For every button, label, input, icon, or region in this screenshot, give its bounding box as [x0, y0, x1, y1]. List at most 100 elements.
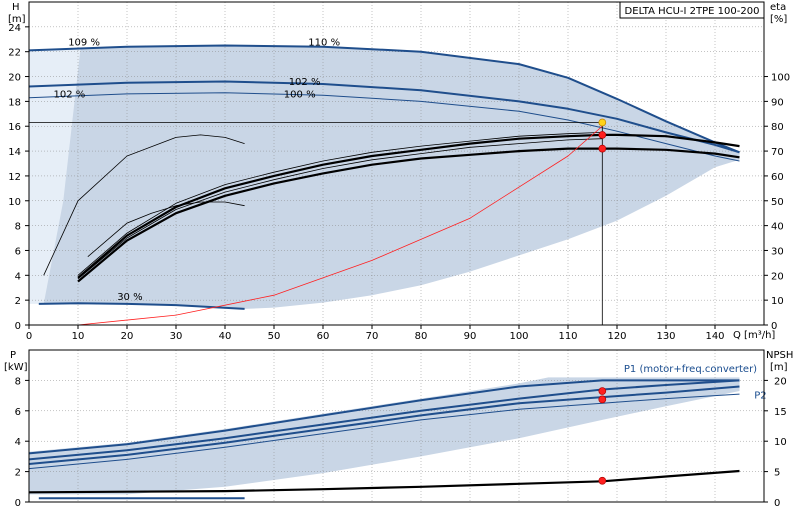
- series-line: [28, 379, 740, 455]
- curve-annotation: 102 %: [54, 90, 86, 101]
- x-tick-label: 100: [509, 331, 528, 342]
- operating-point-marker: [598, 144, 607, 153]
- y-left-unit-top: [m]: [8, 14, 26, 25]
- y-right-tick-label: 0: [771, 321, 777, 332]
- series-line: [28, 393, 740, 470]
- bottom-plot-frame: [28, 349, 765, 503]
- title-box: [619, 1, 765, 19]
- x-tick-label: 70: [366, 331, 379, 342]
- y-left-tick-label: 8: [15, 376, 21, 387]
- y-right-tick-label: 30: [771, 246, 784, 257]
- curve-annotation: 110 %: [308, 37, 340, 48]
- y-right-tick-label: 0: [774, 498, 780, 509]
- curve-annotation: 100 %: [284, 90, 316, 101]
- x-tick-label: 60: [317, 331, 330, 342]
- operating-area-top-light: [29, 49, 81, 304]
- x-tick-label: 110: [558, 331, 577, 342]
- operating-point-marker: [598, 395, 607, 404]
- curve-annotation: 30 %: [117, 292, 142, 303]
- series-line: [87, 201, 245, 258]
- series-line: [28, 92, 740, 162]
- series-line: [77, 133, 740, 279]
- x-tick-label: 20: [121, 331, 134, 342]
- operating-point-marker: [598, 387, 607, 395]
- y-left-tick-label: 2: [15, 468, 21, 479]
- y-right-tick-label: 20: [774, 376, 787, 387]
- y-left-tick-label: 10: [8, 197, 21, 208]
- y-right-tick-label: 15: [774, 407, 787, 418]
- chart-title: DELTA HCU-I 2TPE 100-200: [625, 6, 760, 17]
- y-right-tick-label: 80: [771, 122, 784, 133]
- y-left-tick-label: 6: [15, 246, 21, 257]
- y-left-label-bottom: P: [10, 350, 16, 361]
- x-tick-label: 80: [415, 331, 428, 342]
- y-right-tick-label: 5: [774, 468, 780, 479]
- y-left-tick-label: 14: [8, 147, 21, 158]
- x-tick-label: 30: [170, 331, 183, 342]
- operating-point-marker: [598, 131, 607, 139]
- y-left-tick-label: 20: [8, 73, 21, 84]
- series-line: [77, 138, 603, 280]
- x-tick-label: 140: [705, 331, 724, 342]
- series-line: [28, 385, 740, 465]
- y-left-tick-label: 12: [8, 172, 21, 183]
- series-line: [28, 44, 740, 154]
- operating-area-top: [29, 45, 740, 309]
- y-left-label-top: H: [12, 2, 20, 13]
- power-curve-label: P2: [754, 391, 766, 402]
- y-left-tick-label: 0: [15, 498, 21, 509]
- x-tick-label: 0: [26, 331, 32, 342]
- x-tick-label: 10: [72, 331, 85, 342]
- y-right-tick-label: 60: [771, 172, 784, 183]
- x-tick-label: 120: [607, 331, 626, 342]
- y-left-tick-label: 2: [15, 296, 21, 307]
- y-left-unit-bottom: [kW]: [4, 362, 28, 373]
- y-right-tick-label: 50: [771, 197, 784, 208]
- x-axis-label: Q [m³/h]: [733, 330, 775, 341]
- bottom-panel: 0 2 4 6 8 0 5 10 15 20 P1 (motor+freq.converter) P2: [15, 349, 787, 509]
- series-line: [77, 147, 740, 283]
- operating-point-marker: [598, 476, 607, 485]
- x-tick-label: 50: [268, 331, 281, 342]
- y-right-unit-bottom: [m]: [770, 362, 788, 373]
- y-left-tick-label: 18: [8, 97, 21, 108]
- top-plot-frame: [28, 1, 765, 326]
- power-curve-label: P1 (motor+freq.converter): [624, 364, 757, 375]
- top-labels-layer: 0 10 20 30 40 50 60 70 80 90 100 110 120 130 140024681…: [8, 23, 790, 342]
- x-tick-label: 130: [656, 331, 675, 342]
- bottom-curves-layer: [28, 379, 740, 500]
- y-right-tick-label: 40: [771, 222, 784, 233]
- y-left-tick-label: 4: [15, 271, 21, 282]
- operating-point-marker: [598, 118, 607, 127]
- y-left-tick-label: 24: [8, 23, 21, 34]
- curve-annotation: 109 %: [68, 37, 100, 48]
- series-line: [77, 125, 603, 326]
- top-curves-layer: [28, 44, 740, 326]
- y-left-tick-label: 16: [8, 122, 21, 133]
- y-right-unit-top: [%]: [770, 14, 787, 25]
- x-tick-label: 90: [464, 331, 477, 342]
- y-left-tick-label: 4: [15, 437, 21, 448]
- y-left-tick-label: 0: [15, 321, 21, 332]
- x-tick-label: 40: [219, 331, 232, 342]
- y-left-tick-label: 22: [8, 48, 21, 59]
- bottom-labels-layer: 0 2 4 6 8 0 5 10 15 20 P1 (motor+freq.converter) P2: [15, 364, 787, 509]
- top-area-layer: [29, 45, 740, 309]
- y-right-tick-label: 100: [771, 73, 790, 84]
- series-line: [43, 134, 245, 276]
- curve-annotation: 102 %: [289, 77, 321, 88]
- y-left-tick-label: 8: [15, 222, 21, 233]
- y-left-tick-label: 6: [15, 407, 21, 418]
- y-right-tick-label: 10: [771, 296, 784, 307]
- top-panel: 0 10 20 30 40 50 60 70 80 90 100 110 120 130 140024681…: [8, 1, 790, 342]
- y-right-tick-label: 10: [774, 437, 787, 448]
- y-right-tick-label: 20: [771, 271, 784, 282]
- y-right-tick-label: 70: [771, 147, 784, 158]
- series-line: [38, 302, 245, 310]
- series-line: [28, 469, 740, 494]
- series-line: [28, 379, 740, 461]
- y-right-label-bottom: NPSH: [766, 350, 793, 361]
- y-right-tick-label: 90: [771, 97, 784, 108]
- series-line: [28, 80, 740, 154]
